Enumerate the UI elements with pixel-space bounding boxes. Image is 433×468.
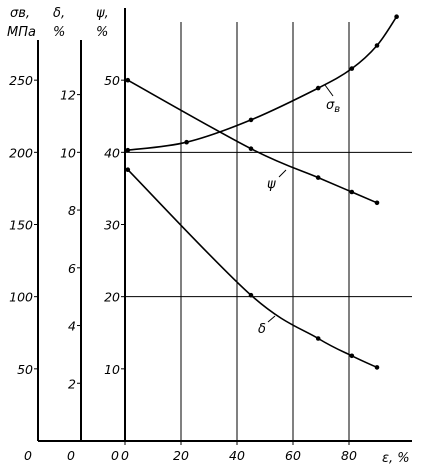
- psi-tick-label-50: 50: [104, 73, 120, 88]
- data-points: [125, 14, 399, 370]
- curve-labels: σв ψ δ: [258, 84, 340, 337]
- x-tick-label-60: 60: [285, 448, 301, 463]
- delta-tick-label-0: 0: [67, 448, 75, 463]
- sigma-tick-label-0: 0: [24, 448, 32, 463]
- sigma-curve-label-subscript: в: [334, 104, 340, 115]
- psi-tick-label-10: 10: [104, 362, 120, 377]
- sigma-point-2: [248, 117, 254, 123]
- delta-label-leader: [267, 315, 276, 323]
- psi-curve: [127, 79, 378, 204]
- sigma-tick-label-150: 150: [9, 218, 33, 233]
- sigma-tick-label-250: 250: [9, 73, 33, 88]
- psi-tick-label-40: 40: [104, 145, 120, 160]
- delta-tick-label-12: 12: [60, 88, 76, 103]
- psi-point-0: [125, 77, 131, 83]
- sigma-curve: [127, 16, 398, 151]
- delta-tick-label-2: 2: [68, 376, 76, 391]
- grid-lines: [125, 22, 412, 441]
- sigma-curve-label: σв: [326, 98, 340, 115]
- sigma-point-6: [394, 14, 399, 19]
- sigma-axis-unit: МПа: [7, 25, 36, 40]
- delta-point-4: [374, 365, 380, 370]
- sigma-label-leader: [324, 84, 334, 97]
- sigma-tick-label-100: 100: [9, 290, 33, 305]
- psi-point-4: [374, 200, 380, 206]
- psi-tick-label-20: 20: [104, 290, 120, 305]
- delta-tick-label-8: 8: [68, 203, 76, 218]
- delta-point-2: [315, 336, 321, 341]
- sigma-point-4: [349, 66, 355, 71]
- delta-tick-label-10: 10: [60, 145, 76, 160]
- data-curves: [127, 16, 398, 369]
- delta-axis-unit: %: [53, 25, 65, 40]
- delta-axis-label: δ,: [53, 6, 65, 21]
- x-tick-label-80: 80: [341, 448, 357, 463]
- delta-tick-label-4: 4: [68, 319, 76, 334]
- x-tick-label-40: 40: [229, 448, 245, 463]
- sigma-axis-label: σв,: [10, 6, 30, 21]
- x-tick-label-20: 20: [173, 448, 189, 463]
- psi-tick-label-0: 0: [111, 448, 119, 463]
- delta-point-1: [248, 292, 254, 298]
- psi-label-leader: [278, 169, 287, 178]
- sigma-point-0: [125, 147, 131, 153]
- psi-curve-label: ψ: [267, 177, 276, 192]
- psi-point-1: [248, 146, 254, 151]
- x-axis-label: ε, %: [382, 451, 410, 466]
- delta-curve: [127, 169, 378, 369]
- x-tick-label-0: 0: [121, 448, 129, 463]
- psi-point-3: [349, 189, 355, 195]
- psi-point-2: [315, 175, 321, 180]
- sigma-point-5: [374, 43, 380, 48]
- psi-axis-label: ψ,: [96, 6, 109, 21]
- sigma-point-3: [315, 85, 321, 91]
- delta-curve-label: δ: [258, 322, 266, 337]
- delta-point-3: [349, 353, 355, 359]
- sigma-point-1: [184, 139, 189, 145]
- psi-axis-unit: %: [96, 25, 108, 40]
- axes: [34, 8, 412, 445]
- psi-tick-label-30: 30: [104, 218, 120, 233]
- tick-labels: 0 20 40 60 80 0 50 100 150 200 250 0 2 4 6 8 10 12 0 10 20 30…: [9, 73, 357, 463]
- delta-point-0: [125, 167, 131, 172]
- sigma-tick-label-50: 50: [17, 362, 33, 377]
- sigma-tick-label-200: 200: [9, 145, 33, 160]
- delta-tick-label-6: 6: [68, 261, 76, 276]
